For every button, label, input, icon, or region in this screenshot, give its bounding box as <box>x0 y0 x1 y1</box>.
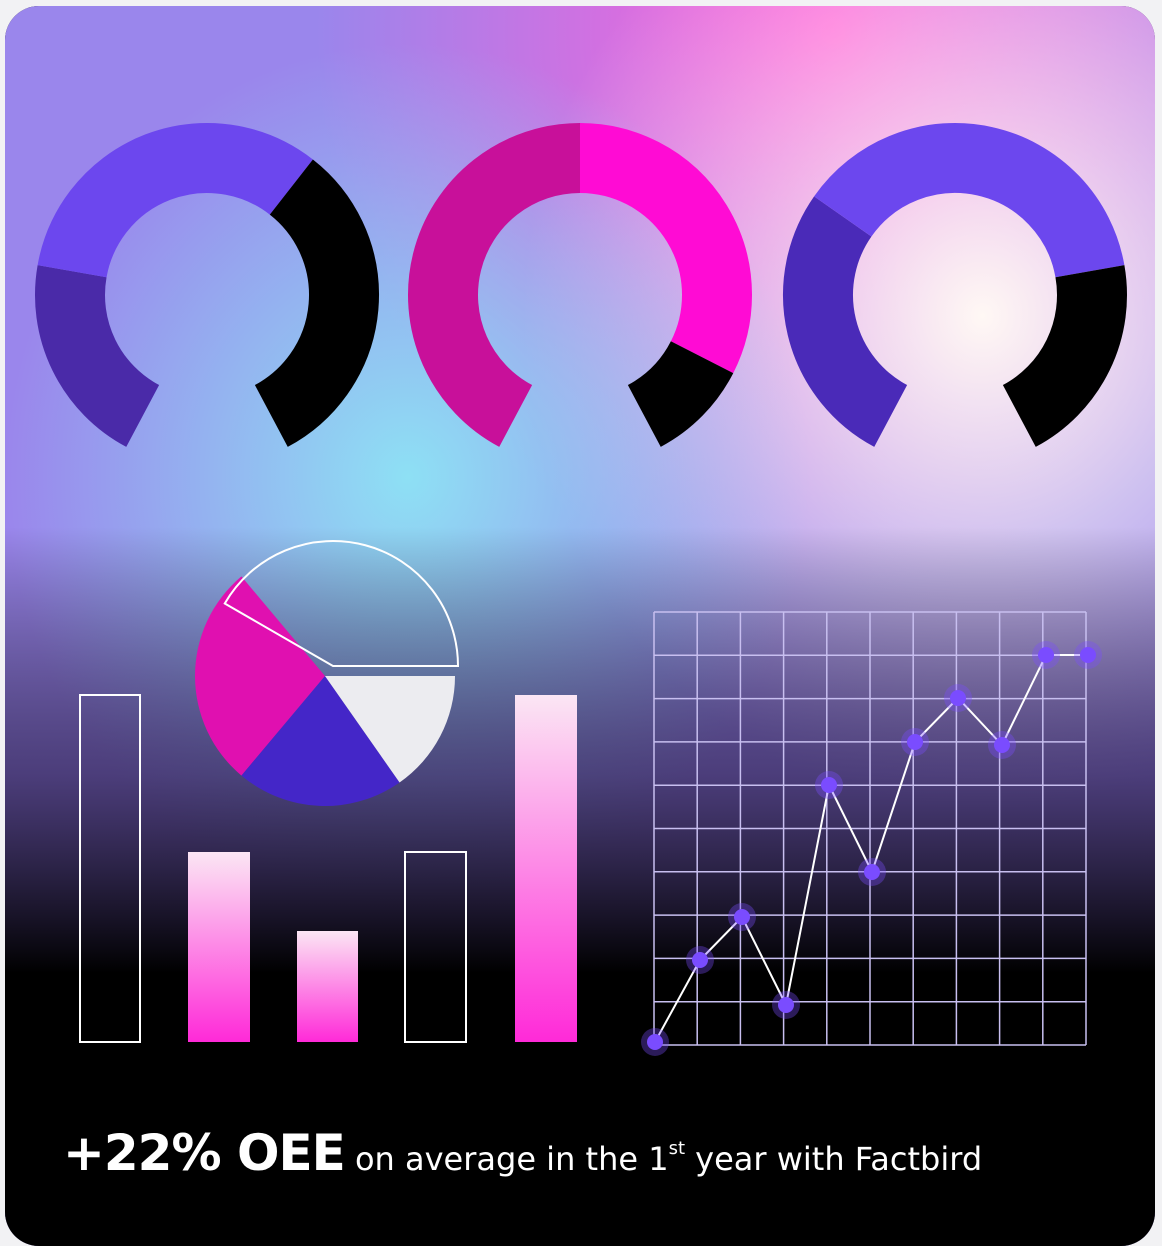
point <box>1038 647 1054 663</box>
bar-outline <box>404 851 467 1043</box>
pie <box>195 540 460 806</box>
point <box>1080 647 1096 663</box>
donut-segment <box>783 196 909 447</box>
point <box>950 690 966 706</box>
point <box>647 1034 663 1050</box>
point <box>821 777 837 793</box>
donut-segment <box>35 265 161 447</box>
pie-slice <box>325 676 455 783</box>
donut-segment <box>1001 265 1127 447</box>
bar <box>515 695 577 1042</box>
card: +22% OEE on average in the 1st year with… <box>5 6 1155 1246</box>
illustration <box>5 6 1155 1246</box>
caption: +22% OEE on average in the 1st year with… <box>63 1124 982 1182</box>
donut-segment <box>814 123 1125 279</box>
caption-text: on average in the 1 <box>344 1140 669 1178</box>
highlight: +22% OEE <box>63 1124 346 1182</box>
donut-segment <box>37 123 313 279</box>
donut-segment <box>408 123 581 447</box>
line-chart <box>641 641 1102 1056</box>
bar-outline <box>79 694 141 1043</box>
grid <box>653 611 1087 1046</box>
caption-text: year with Factbird <box>685 1140 983 1178</box>
bar <box>297 931 358 1042</box>
donuts <box>35 123 1127 447</box>
superscript: st <box>668 1138 685 1159</box>
point <box>907 734 923 750</box>
point <box>864 864 880 880</box>
point <box>734 909 750 925</box>
donut-segment <box>579 123 752 374</box>
point <box>994 737 1010 753</box>
point <box>778 997 794 1013</box>
pie-slice <box>195 576 325 776</box>
point <box>692 952 708 968</box>
bars <box>79 694 577 1043</box>
donut-segment <box>254 159 379 447</box>
pie-slice <box>241 676 400 806</box>
pie-slice-outline <box>223 540 460 667</box>
donut-segment <box>626 340 734 447</box>
bar <box>188 852 250 1042</box>
